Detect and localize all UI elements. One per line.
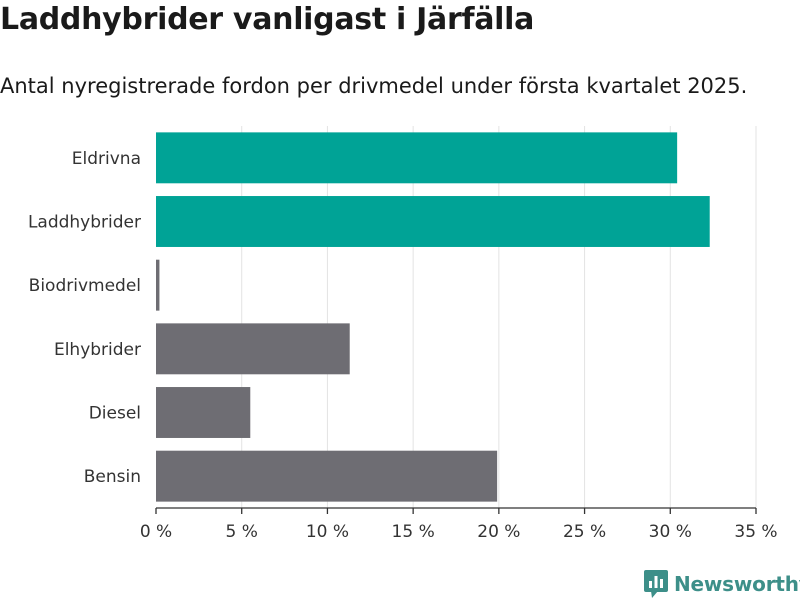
- x-axis: 0 % 5 % 10 % 15 % 20 % 25 % 30 % 35 %: [140, 507, 778, 542]
- bar: [156, 132, 678, 184]
- category-label: Eldrivna: [72, 149, 141, 169]
- category-label: Diesel: [89, 404, 141, 424]
- x-tick-label: 20 %: [477, 522, 520, 542]
- bar: [156, 259, 160, 311]
- bar-chart-speech-bubble-icon: [644, 570, 668, 598]
- grid-lines: [241, 126, 757, 508]
- chart-title: Laddhybrider vanligast i Järfälla: [0, 2, 535, 37]
- category-label: Elhybrider: [54, 340, 141, 360]
- bar: [156, 196, 710, 247]
- category-label: Bensin: [84, 467, 141, 487]
- bars: [156, 132, 710, 502]
- bar: [156, 323, 350, 375]
- x-tick-label: 10 %: [306, 522, 349, 542]
- bar: [156, 450, 498, 502]
- bar: [156, 387, 251, 438]
- x-tick-label: 25 %: [563, 522, 606, 542]
- x-tick-label: 35 %: [734, 522, 777, 542]
- newsworthy-logo: Newsworthy: [644, 570, 800, 598]
- x-tick-label: 30 %: [649, 522, 692, 542]
- x-tick-label: 0 %: [140, 522, 172, 542]
- category-label: Biodrivmedel: [29, 276, 141, 296]
- x-tick-label: 15 %: [392, 522, 435, 542]
- category-label: Laddhybrider: [28, 213, 141, 233]
- category-labels: Eldrivna Laddhybrider Biodrivmedel Elhybrid…: [28, 149, 141, 487]
- chart-subtitle: Antal nyregistrerade fordon per drivmede…: [0, 74, 748, 98]
- brand-name: Newsworthy: [674, 572, 800, 596]
- x-tick-label: 5 %: [226, 522, 258, 542]
